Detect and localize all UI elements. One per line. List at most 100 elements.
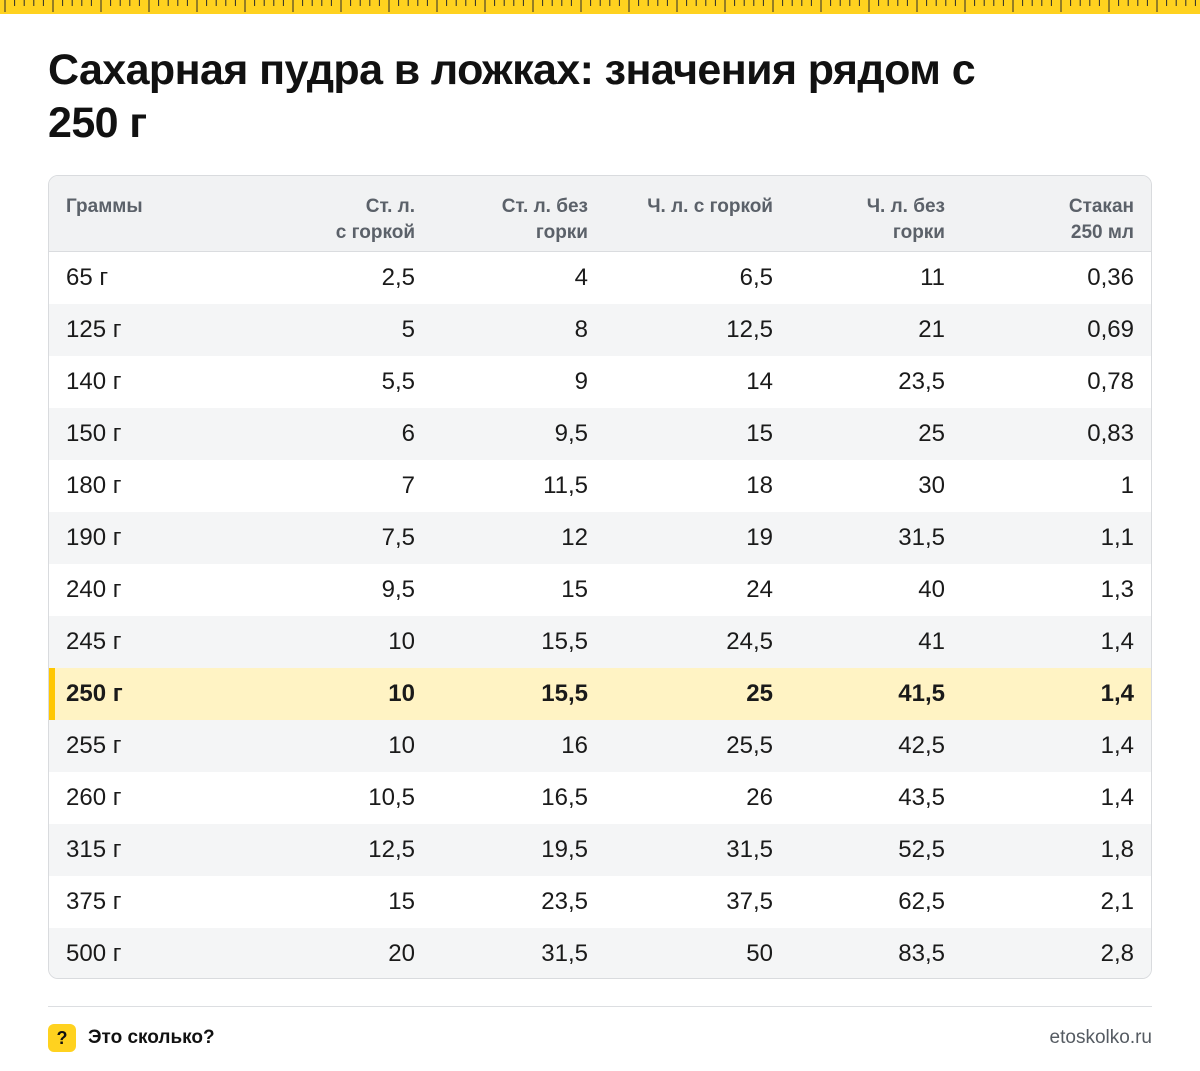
table-header: Граммы Ст. л. с горкой Ст. л. без горки … — [49, 176, 1151, 252]
header-tbsp-heaped-line1: Ст. л. — [365, 196, 415, 217]
header-tbsp-level: Ст. л. без горки — [438, 194, 588, 246]
cell-tbsp-heaped: 5 — [401, 316, 415, 343]
cell-tbsp-level: 15,5 — [541, 628, 588, 655]
cell-tbsp-level: 9,5 — [554, 420, 588, 447]
cell-tbsp-level: 23,5 — [541, 888, 588, 915]
header-grams: Граммы — [66, 194, 216, 220]
cell-tbsp-level: 16 — [561, 732, 588, 759]
cell-tbsp-level: 31,5 — [541, 940, 588, 967]
table-row: 240 г 9,5 15 24 40 1,3 — [49, 564, 1151, 616]
cell-tbsp-heaped: 12,5 — [368, 836, 415, 863]
header-tsp-heaped: Ч. л. с горкой — [573, 194, 773, 220]
header-glass-line1: Стакан — [1068, 196, 1134, 217]
question-mark-icon: ? — [48, 1024, 76, 1052]
table-row: 315 г 12,5 19,5 31,5 52,5 1,8 — [49, 824, 1151, 876]
cell-tbsp-level: 11,5 — [543, 472, 588, 499]
cell-tbsp-heaped: 10 — [388, 680, 415, 707]
table-row: 255 г 10 16 25,5 42,5 1,4 — [49, 720, 1151, 772]
cell-grams: 375 г — [66, 888, 122, 915]
conversion-table: Граммы Ст. л. с горкой Ст. л. без горки … — [48, 175, 1152, 979]
cell-grams: 260 г — [66, 784, 122, 811]
cell-tsp-heaped: 19 — [746, 524, 773, 551]
cell-glass: 1,4 — [1100, 784, 1134, 811]
cell-tbsp-heaped: 2,5 — [381, 264, 415, 291]
cell-grams: 65 г — [66, 264, 109, 291]
cell-glass: 0,69 — [1087, 316, 1134, 343]
cell-tbsp-heaped: 7 — [401, 472, 415, 499]
cell-glass: 2,1 — [1100, 888, 1134, 915]
cell-tsp-level: 31,5 — [898, 524, 945, 551]
table-row: 375 г 15 23,5 37,5 62,5 2,1 — [49, 876, 1151, 928]
cell-tsp-heaped: 37,5 — [726, 888, 773, 915]
cell-tsp-level: 52,5 — [898, 836, 945, 863]
cell-tsp-level: 11 — [920, 264, 945, 291]
table-row: 140 г 5,5 9 14 23,5 0,78 — [49, 356, 1151, 408]
cell-tbsp-level: 8 — [574, 316, 588, 343]
cell-grams: 125 г — [66, 316, 122, 343]
cell-tbsp-heaped: 9,5 — [381, 576, 415, 603]
cell-tbsp-level: 16,5 — [541, 784, 588, 811]
cell-tbsp-heaped: 7,5 — [381, 524, 415, 551]
cell-tsp-level: 62,5 — [898, 888, 945, 915]
table-row-highlighted: 250 г 10 15,5 25 41,5 1,4 — [49, 668, 1151, 720]
cell-tsp-level: 83,5 — [898, 940, 945, 967]
cell-tsp-heaped: 18 — [746, 472, 773, 499]
cell-tsp-heaped: 50 — [746, 940, 773, 967]
cell-glass: 1,4 — [1100, 680, 1134, 707]
cell-tbsp-heaped: 10 — [388, 732, 415, 759]
cell-tsp-level: 30 — [918, 472, 945, 499]
header-tbsp-heaped-line2: с горкой — [335, 222, 415, 243]
cell-glass: 1,4 — [1100, 628, 1134, 655]
site-link[interactable]: etoskolko.ru — [1049, 1027, 1152, 1048]
cell-tsp-level: 21 — [918, 316, 945, 343]
cell-glass: 0,78 — [1087, 368, 1134, 395]
ruler-ticks-icon — [4, 0, 1196, 12]
cell-tsp-heaped: 12,5 — [726, 316, 773, 343]
header-tbsp-level-line2: горки — [535, 222, 588, 243]
cell-tbsp-heaped: 15 — [388, 888, 415, 915]
cell-tbsp-heaped: 6 — [401, 420, 415, 447]
cell-grams: 250 г — [66, 680, 123, 707]
cell-tbsp-heaped: 10 — [388, 628, 415, 655]
cell-tbsp-level: 15,5 — [541, 680, 588, 707]
cell-grams: 150 г — [66, 420, 122, 447]
cell-grams: 500 г — [66, 940, 122, 967]
cell-tsp-level: 41,5 — [898, 680, 945, 707]
header-tsp-heaped-line1: Ч. л. с горкой — [647, 196, 773, 217]
table-row: 65 г 2,5 4 6,5 11 0,36 — [49, 252, 1151, 304]
cell-tsp-level: 25 — [918, 420, 945, 447]
footer-divider — [48, 1006, 1152, 1007]
cell-tsp-level: 40 — [918, 576, 945, 603]
table-row: 245 г 10 15,5 24,5 41 1,4 — [49, 616, 1151, 668]
cell-tsp-heaped: 24 — [746, 576, 773, 603]
page-title: Сахарная пудра в ложках: значения рядом … — [48, 46, 976, 147]
table-body: 65 г 2,5 4 6,5 11 0,36 125 г 5 8 12,5 21 0,69 140 г 5… — [49, 252, 1151, 978]
table-row: 180 г 7 11,5 18 30 1 — [49, 460, 1151, 512]
table-row: 150 г 6 9,5 15 25 0,83 — [49, 408, 1151, 460]
ruler-strip — [0, 0, 1200, 14]
cell-tbsp-heaped: 20 — [388, 940, 415, 967]
table-row: 125 г 5 8 12,5 21 0,69 — [49, 304, 1151, 356]
cell-tsp-heaped: 25,5 — [726, 732, 773, 759]
cell-tbsp-heaped: 5,5 — [381, 368, 415, 395]
cell-tsp-level: 41 — [918, 628, 945, 655]
cell-tsp-heaped: 6,5 — [739, 264, 773, 291]
header-glass-line2: 250 мл — [1070, 222, 1134, 243]
header-grams-label: Граммы — [66, 196, 143, 217]
table-row: 500 г 20 31,5 50 83,5 2,8 — [49, 928, 1151, 978]
header-tsp-level-line2: горки — [892, 222, 945, 243]
cell-tbsp-level: 9 — [574, 368, 588, 395]
cell-tsp-level: 43,5 — [898, 784, 945, 811]
cell-tbsp-level: 19,5 — [541, 836, 588, 863]
header-tbsp-level-line1: Ст. л. без — [501, 196, 588, 217]
header-tbsp-heaped: Ст. л. с горкой — [265, 194, 415, 246]
cell-tsp-heaped: 31,5 — [726, 836, 773, 863]
cell-grams: 140 г — [66, 368, 122, 395]
table-row: 190 г 7,5 12 19 31,5 1,1 — [49, 512, 1151, 564]
cell-tsp-heaped: 24,5 — [726, 628, 773, 655]
cell-glass: 1,8 — [1100, 836, 1134, 863]
cell-tsp-level: 23,5 — [898, 368, 945, 395]
brand-logo[interactable]: ? Это сколько? — [48, 1023, 215, 1053]
cell-tsp-heaped: 15 — [746, 420, 773, 447]
cell-grams: 240 г — [66, 576, 122, 603]
